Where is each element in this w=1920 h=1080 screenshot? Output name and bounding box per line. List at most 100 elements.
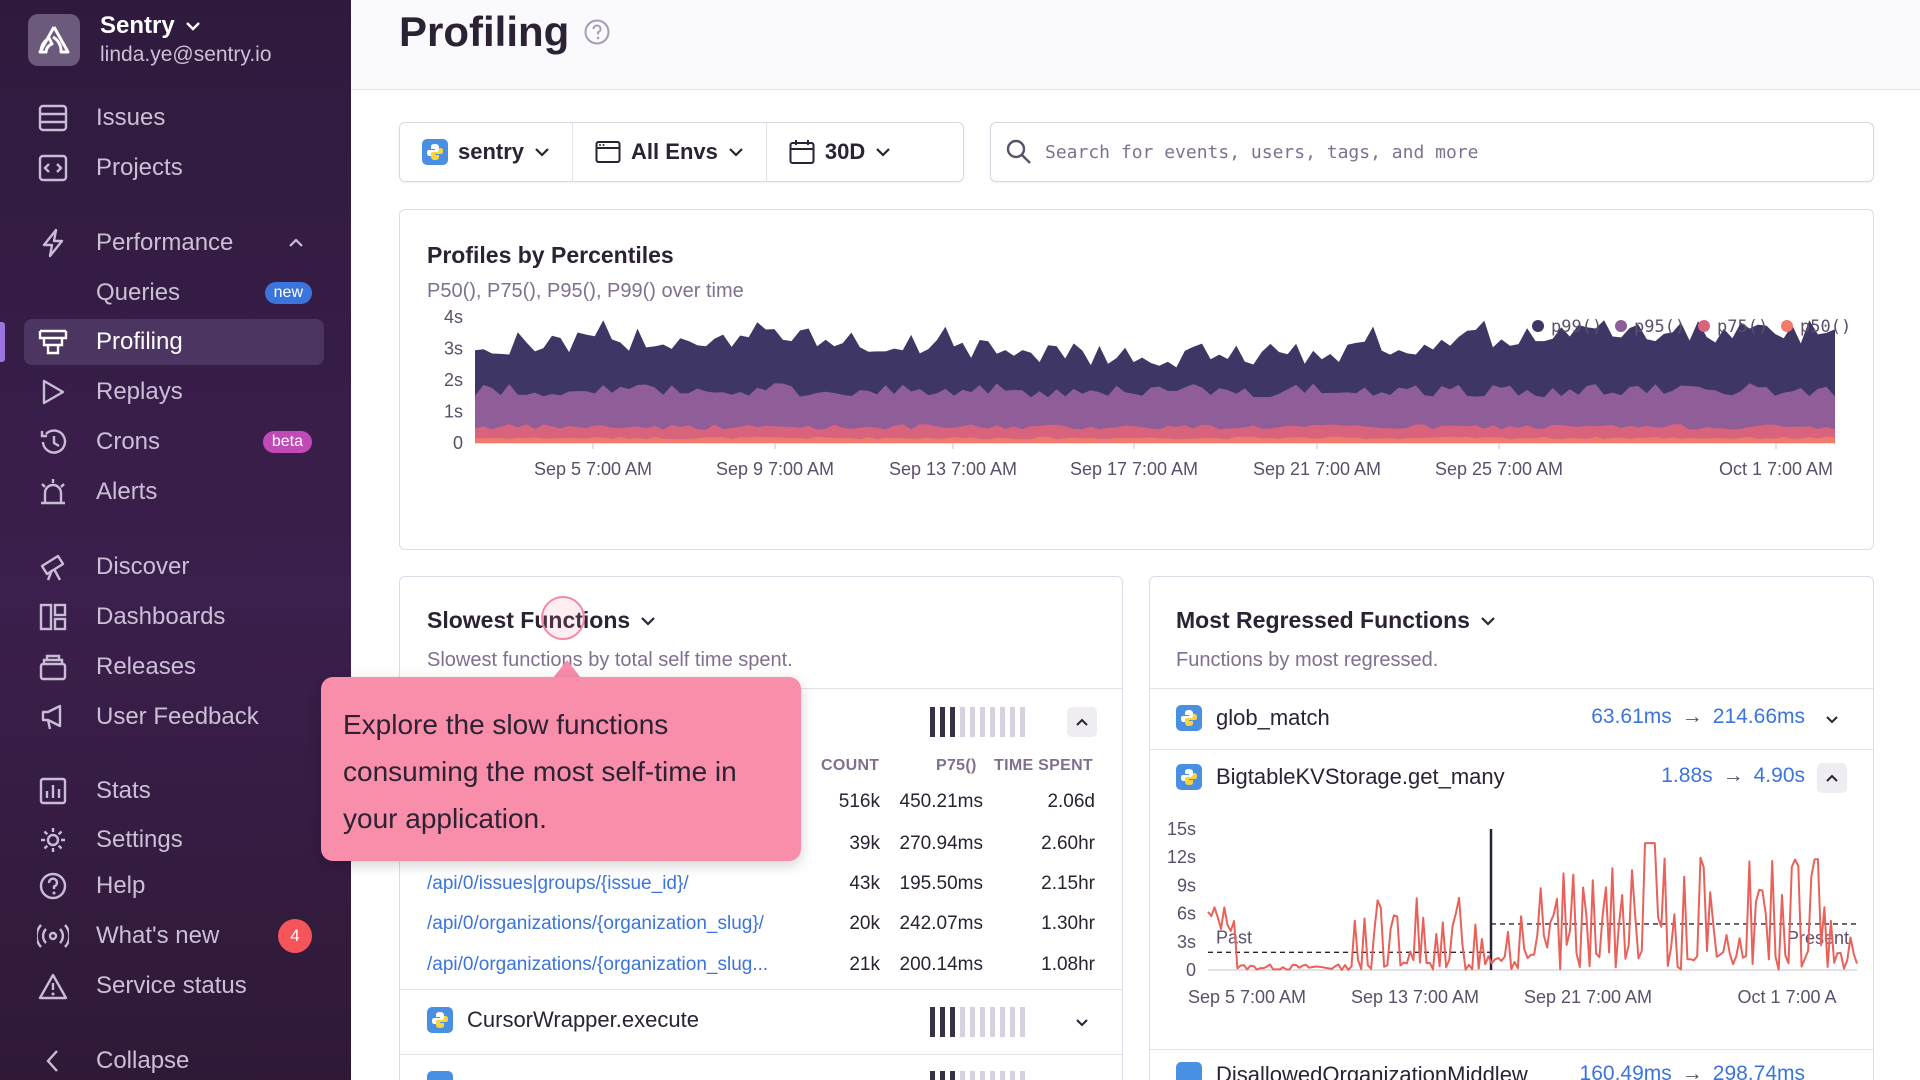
sidebar-item-service-status[interactable]: Service status: [24, 963, 324, 1009]
tooltip-text: Explore the slow functions consuming the…: [343, 709, 737, 834]
x-tick-label: Sep 5 7:00 AM: [1188, 987, 1306, 1007]
x-tick-label: Oct 1 7:00 A: [1737, 987, 1836, 1007]
arrow-right-icon: →: [1681, 705, 1703, 728]
regressed-function-row[interactable]: DisallowedOrganizationMiddlew: [1176, 1062, 1528, 1080]
profiles-by-percentiles-panel: Profiles by Percentiles P50(), P75(), P9…: [399, 209, 1874, 550]
regressed-function-row[interactable]: BigtableKVStorage.get_many: [1176, 764, 1505, 790]
sidebar-item-whats-new[interactable]: What's new 4: [24, 913, 324, 959]
sidebar-item-label: Issues: [96, 104, 166, 131]
broadcast-icon: [24, 922, 82, 950]
count-cell: 43k: [849, 873, 880, 894]
expand-row-button[interactable]: [1817, 704, 1847, 734]
sidebar-item-crons[interactable]: Crons beta: [24, 419, 324, 465]
y-tick-label: 0: [1186, 960, 1196, 980]
page-filter-bar: sentry All Envs 30D: [399, 122, 964, 182]
regression-line-chart[interactable]: 0 3s 6s 9s 12s 15s Past Present Sep 5 7:00 AM Sep…: [1150, 807, 1874, 1037]
project-filter[interactable]: sentry: [400, 123, 572, 181]
search-placeholder: Search for events, users, tags, and more: [1045, 141, 1479, 163]
transaction-link[interactable]: /api/0/organizations/{organization_slug.…: [427, 954, 769, 975]
python-icon: [427, 1071, 453, 1080]
time-spent-cell: 2.15hr: [1041, 873, 1095, 894]
sidebar-item-dashboards[interactable]: Dashboards: [24, 594, 324, 640]
date-range-label: 30D: [824, 139, 866, 164]
sidebar-item-performance[interactable]: Performance: [24, 220, 324, 266]
sidebar-item-stats[interactable]: Stats: [24, 768, 324, 814]
sidebar-item-projects[interactable]: Projects: [24, 145, 324, 191]
before-value: 1.88s: [1661, 764, 1713, 787]
sidebar-item-discover[interactable]: Discover: [24, 544, 324, 590]
legend-label: p50(): [1800, 317, 1851, 337]
clock-history-icon: [24, 427, 82, 457]
expand-row-button[interactable]: [1067, 1007, 1097, 1037]
onboarding-hotspot[interactable]: [541, 596, 585, 640]
divider: [400, 989, 1122, 990]
collapse-row-button[interactable]: [1817, 763, 1847, 793]
x-tick-label: Oct 1 7:00 AM: [1719, 459, 1833, 479]
sidebar-collapse-button[interactable]: Collapse: [24, 1038, 324, 1080]
x-tick-label: Sep 9 7:00 AM: [716, 459, 834, 479]
after-value: 214.66ms: [1712, 705, 1805, 728]
y-tick-label: 0: [453, 433, 463, 453]
sidebar-item-releases[interactable]: Releases: [24, 644, 324, 690]
search-input[interactable]: Search for events, users, tags, and more: [990, 122, 1874, 182]
after-value: 4.90s: [1753, 764, 1805, 787]
present-annotation: Present: [1787, 928, 1849, 948]
panel-title: Slowest Functions: [427, 607, 631, 633]
slowest-functions-dropdown[interactable]: Slowest Functions: [427, 607, 656, 634]
sidebar-item-replays[interactable]: Replays: [24, 369, 324, 415]
sidebar-item-label: Profiling: [96, 328, 183, 355]
regressed-function-row[interactable]: glob_match: [1176, 705, 1330, 731]
sidebar-item-label: Projects: [96, 154, 183, 181]
count-cell: 516k: [838, 791, 880, 812]
sidebar-item-label: What's new: [96, 922, 220, 949]
sidebar-item-queries[interactable]: Queries new: [24, 270, 324, 316]
sidebar-item-label: Discover: [96, 553, 190, 580]
divider: [400, 1054, 1122, 1055]
divider: [1150, 749, 1873, 750]
distribution-sparkbars: [930, 707, 1025, 737]
sidebar-item-label: Service status: [96, 972, 247, 999]
python-icon: [427, 1007, 453, 1033]
page-header: Profiling: [351, 0, 1920, 90]
org-switcher[interactable]: Sentry linda.ye@sentry.io: [28, 12, 272, 67]
chevron-down-icon: [641, 616, 655, 626]
legend-swatch: [1698, 320, 1710, 332]
sentry-logo-icon: [28, 13, 80, 66]
sidebar-item-label: Dashboards: [96, 603, 226, 630]
org-name: Sentry: [100, 12, 175, 39]
lightning-icon: [24, 228, 82, 258]
regression-delta: 160.49ms → 298.74ms: [1580, 1062, 1805, 1080]
sidebar-item-alerts[interactable]: Alerts: [24, 469, 324, 515]
function-name: CursorWrapper.execute: [467, 1007, 699, 1032]
page-title: Profiling: [399, 8, 570, 55]
x-tick-label: Sep 21 7:00 AM: [1524, 987, 1652, 1007]
p50-area: [475, 436, 1835, 443]
panel-subtitle: P50(), P75(), P95(), P99() over time: [427, 280, 744, 302]
sidebar-item-issues[interactable]: Issues: [24, 95, 324, 141]
transaction-link[interactable]: /api/0/issues|groups/{issue_id}/: [427, 873, 689, 894]
warning-icon: [24, 972, 82, 1000]
sidebar-item-settings[interactable]: Settings: [24, 817, 324, 863]
x-tick-label: Sep 13 7:00 AM: [1351, 987, 1479, 1007]
x-tick-label: Sep 17 7:00 AM: [1070, 459, 1198, 479]
transaction-link[interactable]: /api/0/organizations/{organization_slug}…: [427, 913, 764, 934]
percentiles-area-chart[interactable]: 0 1s 2s 3s 4s Sep 5 7:00 AM Sep 9 7:00 AM Sep 1…: [400, 295, 1870, 545]
collapse-row-button[interactable]: [1067, 707, 1097, 737]
help-icon[interactable]: [583, 18, 611, 46]
legend-swatch: [1781, 320, 1793, 332]
dashboard-icon: [24, 602, 82, 632]
sidebar-item-user-feedback[interactable]: User Feedback: [24, 694, 324, 740]
environment-filter[interactable]: All Envs: [572, 123, 766, 181]
sidebar-item-label: Releases: [96, 653, 197, 680]
sidebar-item-profiling[interactable]: Profiling: [24, 319, 324, 365]
x-tick-label: Sep 5 7:00 AM: [534, 459, 652, 479]
sidebar-item-help[interactable]: Help: [24, 863, 324, 909]
onboarding-tooltip[interactable]: Explore the slow functions consuming the…: [321, 677, 801, 861]
chevron-left-icon: [24, 1048, 82, 1074]
most-regressed-dropdown[interactable]: Most Regressed Functions: [1176, 607, 1496, 634]
p75-cell: 200.14ms: [899, 954, 983, 975]
y-tick-label: 4s: [444, 307, 463, 327]
date-range-filter[interactable]: 30D: [765, 123, 913, 181]
window-icon: [595, 141, 621, 163]
function-row-cursorwrapper[interactable]: CursorWrapper.execute: [427, 1007, 699, 1033]
